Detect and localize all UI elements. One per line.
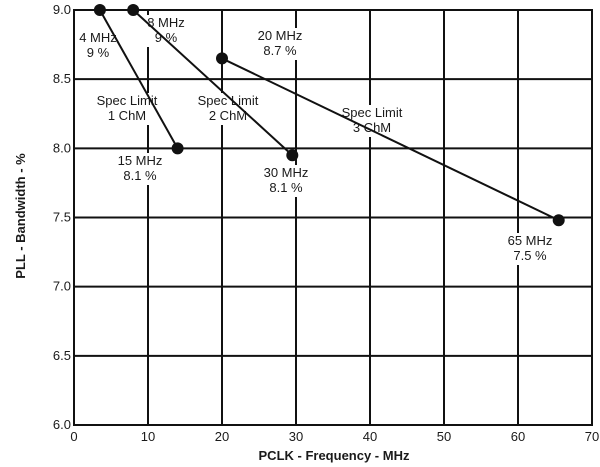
plot-frame bbox=[73, 9, 593, 426]
annotation-label: Spec Limit 3 ChM bbox=[342, 105, 403, 135]
annotation-line: 3 ChM bbox=[353, 120, 391, 135]
annotation-line: 9 % bbox=[87, 45, 110, 60]
annotation-line: 2 ChM bbox=[209, 108, 247, 123]
y-tick-label: 6.5 bbox=[53, 348, 71, 363]
annotation-line: 8.7 % bbox=[263, 43, 297, 58]
annotation-background bbox=[255, 28, 305, 60]
annotation-line: Spec Limit bbox=[97, 93, 158, 108]
spec-limit-line bbox=[132, 9, 293, 156]
x-axis-title: PCLK - Frequency - MHz bbox=[259, 448, 410, 463]
annotation-line: 65 MHz bbox=[508, 233, 553, 248]
y-tick-label: 8.0 bbox=[53, 140, 71, 155]
x-tick-label: 0 bbox=[70, 429, 77, 444]
data-point-marker bbox=[552, 214, 565, 227]
y-tick-label: 9.0 bbox=[53, 2, 71, 17]
annotation-line: 15 MHz bbox=[118, 153, 163, 168]
annotation-background bbox=[505, 233, 555, 265]
data-point-marker bbox=[171, 142, 184, 155]
y-tick-label: 6.0 bbox=[53, 417, 71, 432]
annotation-label: Spec Limit 1 ChM bbox=[97, 93, 158, 123]
annotation-line: Spec Limit bbox=[198, 93, 259, 108]
data-point-marker bbox=[216, 52, 228, 65]
x-tick-label: 70 bbox=[585, 429, 599, 444]
spec-limit-line bbox=[221, 57, 560, 222]
annotation-background bbox=[144, 15, 188, 47]
tick-labels: 0 10 20 30 40 50 60 70 6.0 6.5 7.0 7.5 8.0 8.5 9.0 bbox=[53, 2, 599, 444]
y-tick-label: 7.0 bbox=[53, 279, 71, 294]
annotation-line: 7.5 % bbox=[513, 248, 547, 263]
grid-lines bbox=[73, 9, 593, 426]
annotation-background bbox=[76, 30, 120, 62]
x-tick-label: 10 bbox=[141, 429, 155, 444]
spec-limit-line bbox=[99, 9, 179, 149]
annotation-label: 15 MHz 8.1 % bbox=[118, 153, 163, 183]
annotation-label: 20 MHz 8.7 % bbox=[258, 28, 303, 58]
x-tick-label: 30 bbox=[289, 429, 303, 444]
data-point-marker bbox=[127, 4, 140, 16]
annotation-background bbox=[115, 153, 165, 185]
annotation-line: 8.1 % bbox=[269, 180, 303, 195]
annotation-background bbox=[261, 165, 311, 197]
annotation-line: 8.1 % bbox=[123, 168, 157, 183]
y-axis-title: PLL - Bandwidth - % bbox=[13, 153, 28, 279]
annotation-background bbox=[87, 93, 167, 125]
x-tick-label: 20 bbox=[215, 429, 229, 444]
annotation-label: 8 MHz 9 % bbox=[147, 15, 185, 45]
annotations: 4 MHz 9 %8 MHz 9 % 20 MHz 8.7 %Spec Limit 1 C… bbox=[76, 15, 555, 265]
annotation-line: 4 MHz bbox=[79, 30, 117, 45]
y-tick-label: 8.5 bbox=[53, 71, 71, 86]
annotation-label: 65 MHz 7.5 % bbox=[508, 233, 553, 263]
data-point-marker bbox=[286, 149, 299, 162]
data-point-marker bbox=[93, 4, 106, 16]
series-group bbox=[93, 4, 565, 227]
annotation-line: 30 MHz bbox=[264, 165, 309, 180]
annotation-label: 30 MHz 8.1 % bbox=[264, 165, 309, 195]
annotation-line: 1 ChM bbox=[108, 108, 146, 123]
x-tick-label: 50 bbox=[437, 429, 451, 444]
x-tick-label: 60 bbox=[511, 429, 525, 444]
y-tick-label: 7.5 bbox=[53, 210, 71, 225]
annotation-line: Spec Limit bbox=[342, 105, 403, 120]
annotation-line: 20 MHz bbox=[258, 28, 303, 43]
annotation-background bbox=[332, 105, 412, 137]
annotation-label: Spec Limit 2 ChM bbox=[198, 93, 259, 123]
annotation-line: 8 MHz bbox=[147, 15, 185, 30]
annotation-label: 4 MHz 9 % bbox=[79, 30, 117, 60]
x-tick-label: 40 bbox=[363, 429, 377, 444]
